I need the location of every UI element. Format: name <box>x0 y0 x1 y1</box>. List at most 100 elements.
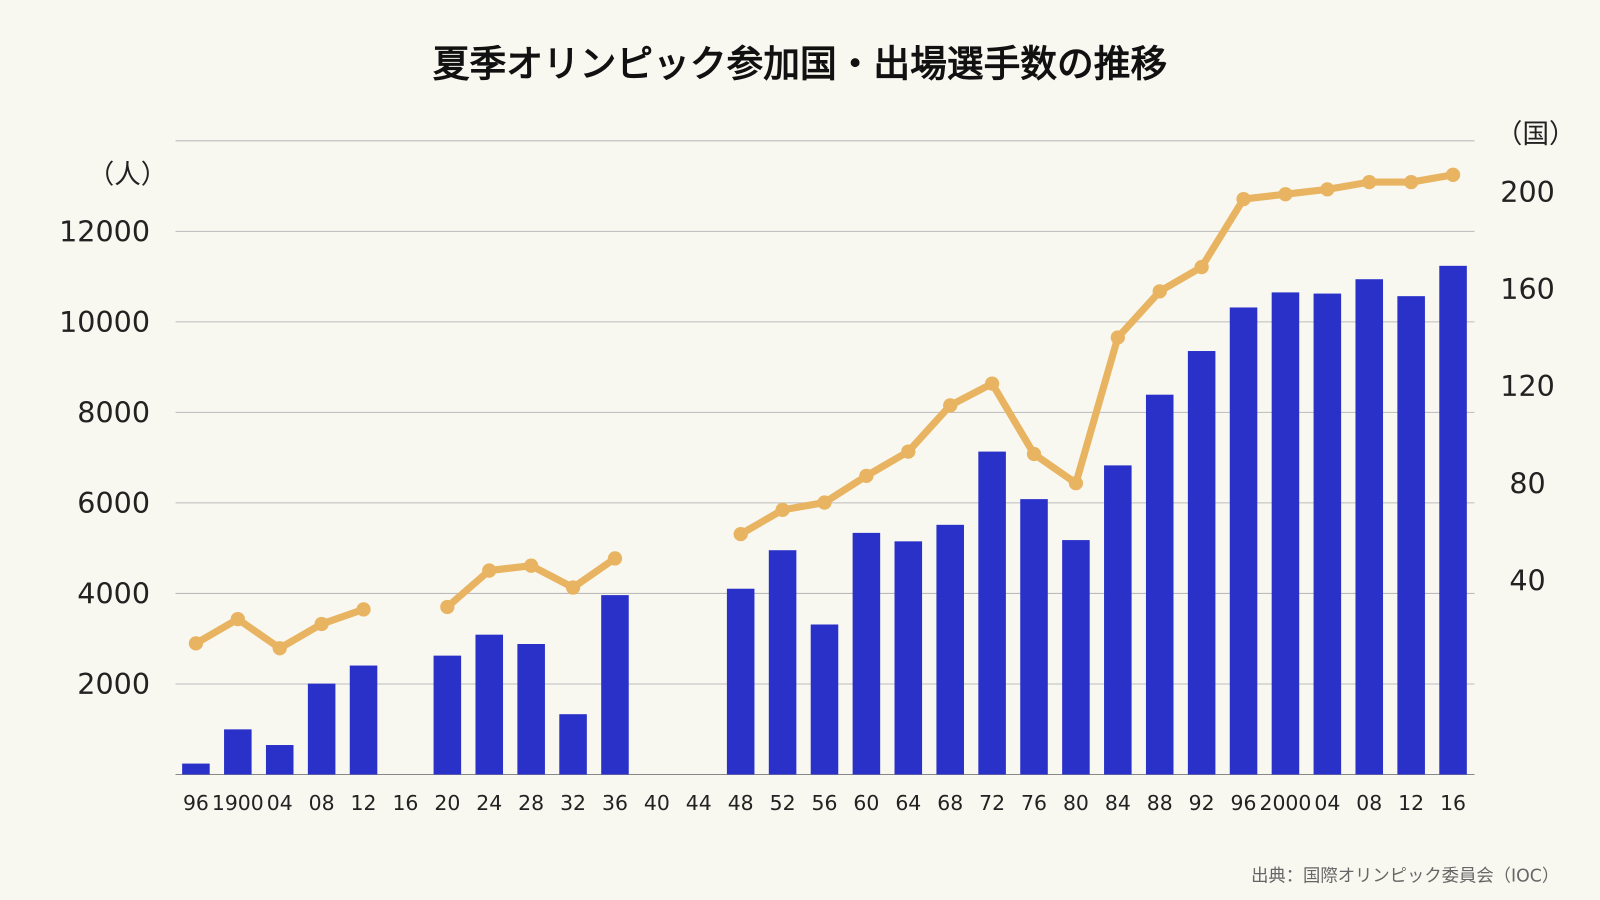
right-tick-label: 40 <box>1509 563 1545 597</box>
nations-point <box>188 636 204 651</box>
x-tick-label: 08 <box>1356 791 1382 815</box>
x-tick-label: 20 <box>434 791 460 815</box>
left-tick-label: 8000 <box>77 396 150 430</box>
chart-title: 夏季オリンピック参加国・出場選手数の推移 <box>433 43 1167 86</box>
bar <box>1187 351 1216 775</box>
left-tick-label: 6000 <box>77 486 150 520</box>
x-tick-label: 32 <box>560 791 586 815</box>
nations-point <box>272 641 287 656</box>
right-tick-label: 200 <box>1500 175 1555 209</box>
bar <box>559 714 587 775</box>
nations-point <box>1404 174 1419 190</box>
bar <box>1439 265 1467 775</box>
x-tick-label: 16 <box>1440 791 1466 815</box>
nations-point <box>1320 182 1335 197</box>
x-tick-label: 56 <box>812 791 838 815</box>
nations-point <box>1110 330 1125 345</box>
bar <box>810 624 839 775</box>
right-tick-label: 160 <box>1500 272 1555 306</box>
x-tick-label: 80 <box>1063 791 1089 815</box>
bar <box>1062 540 1090 775</box>
nations-point <box>1278 187 1293 202</box>
nations-line-segment <box>738 171 1454 538</box>
nations-point <box>1445 167 1461 182</box>
nations-point <box>440 599 455 615</box>
bar <box>1313 293 1342 775</box>
nations-point <box>482 563 497 578</box>
bar <box>517 643 545 775</box>
x-tick-label: 52 <box>770 791 796 815</box>
nations-point <box>565 580 581 595</box>
nations-point <box>1236 191 1251 207</box>
left-tick-label: 10000 <box>59 305 150 339</box>
x-tick-label: 08 <box>309 791 335 815</box>
bar <box>726 588 755 775</box>
x-tick-label: 44 <box>686 791 712 815</box>
nations-point <box>230 611 245 627</box>
bar <box>1020 499 1048 775</box>
nations-point <box>607 551 623 566</box>
x-tick-label: 60 <box>853 791 879 815</box>
nations-point <box>314 616 329 632</box>
x-tick-label: 24 <box>476 791 502 815</box>
x-tick-label: 76 <box>1021 791 1047 815</box>
x-tick-label: 96 <box>1231 791 1257 815</box>
bar <box>768 550 797 775</box>
left-tick-label: 2000 <box>77 667 150 701</box>
x-tick-label: 16 <box>392 791 418 815</box>
x-tick-label: 64 <box>895 791 921 815</box>
nations-point <box>356 602 371 617</box>
x-tick-label: 88 <box>1147 791 1173 815</box>
bar <box>307 683 336 775</box>
x-tick-label: 40 <box>644 791 670 815</box>
nations-point <box>1068 476 1084 491</box>
nations-point <box>1194 259 1209 275</box>
x-tick-label: 36 <box>602 791 628 815</box>
x-tick-label: 12 <box>1398 791 1424 815</box>
bar <box>894 541 923 775</box>
x-tick-label: 68 <box>937 791 963 815</box>
bar <box>182 763 210 775</box>
bar <box>1397 296 1425 775</box>
bar <box>978 451 1006 775</box>
x-tick-label: 2000 <box>1259 791 1311 815</box>
bar <box>1355 279 1384 775</box>
bar <box>265 745 294 775</box>
bar <box>1145 394 1174 775</box>
source-note: 出典：国際オリンピック委員会（IOC） <box>1251 867 1559 887</box>
right-tick-label: 80 <box>1509 466 1545 500</box>
nations-point <box>524 558 539 573</box>
nations-point <box>984 376 1000 391</box>
right-tick-label: 120 <box>1500 369 1555 403</box>
x-tick-label: 28 <box>518 791 544 815</box>
x-tick-label: 92 <box>1189 791 1215 815</box>
bar <box>224 729 252 775</box>
nations-line <box>188 167 1461 656</box>
x-tick-label: 12 <box>351 791 377 815</box>
nations-point <box>1362 174 1377 190</box>
x-tick-label: 96 <box>183 791 209 815</box>
nations-point <box>1026 446 1042 462</box>
nations-point <box>733 526 748 542</box>
nations-point <box>901 444 916 459</box>
x-axis-ticks: 96 1900 04 08 12 16 20 24 28 32 36 40 44 48 52 56 60 64 68… <box>183 791 1466 815</box>
x-tick-label: 84 <box>1105 791 1131 815</box>
bar <box>852 532 881 775</box>
left-tick-label: 12000 <box>59 215 150 249</box>
bar <box>433 655 462 775</box>
grid <box>175 140 1475 775</box>
bar <box>601 595 629 775</box>
left-axis-unit: （人） <box>88 160 168 191</box>
x-tick-label: 48 <box>728 791 754 815</box>
x-tick-label: 04 <box>1314 791 1340 815</box>
right-axis-unit: （国） <box>1496 119 1576 150</box>
nations-point <box>859 468 874 484</box>
bar <box>349 665 378 775</box>
left-tick-label: 4000 <box>77 577 150 611</box>
x-tick-label: 1900 <box>212 791 264 815</box>
nations-point <box>817 495 832 510</box>
bar <box>1229 307 1258 775</box>
bar <box>1104 465 1132 775</box>
nations-point <box>943 398 958 413</box>
